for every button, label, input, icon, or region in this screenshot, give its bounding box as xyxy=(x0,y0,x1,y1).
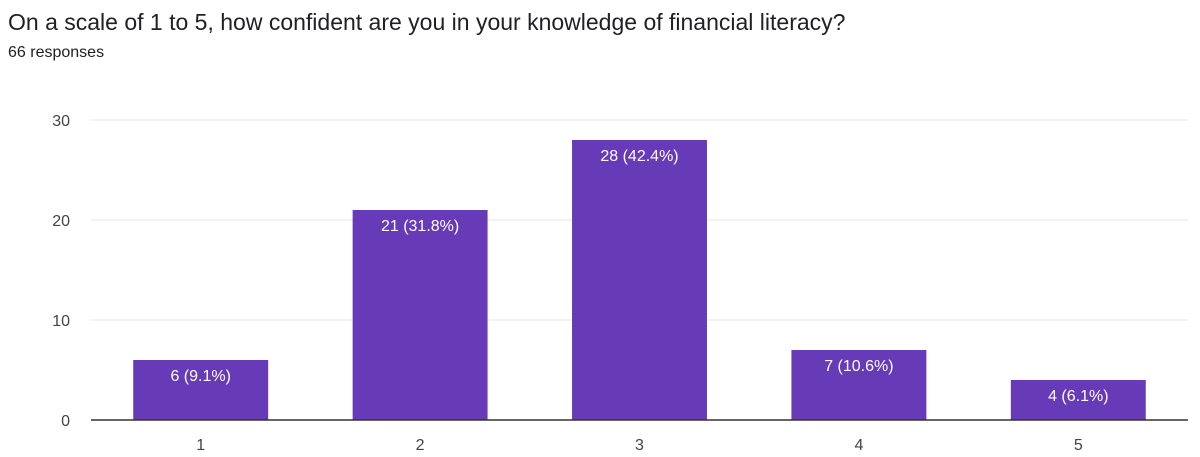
bar-2[interactable] xyxy=(352,210,488,420)
data-label-2: 21 (31.8%) xyxy=(381,218,459,235)
y-tick-label: 0 xyxy=(61,413,70,430)
y-tick-label: 30 xyxy=(52,113,70,130)
data-label-3: 28 (42.4%) xyxy=(600,148,678,165)
response-count: 66 responses xyxy=(8,44,105,61)
chart-title: On a scale of 1 to 5, how confident are … xyxy=(8,9,846,35)
data-label-5: 4 (6.1%) xyxy=(1048,388,1108,405)
x-tick-label: 4 xyxy=(854,437,863,454)
y-tick-label: 10 xyxy=(52,313,70,330)
axes: 0 10 20 30 1 2 3 4 5 xyxy=(52,113,1188,454)
chart-header: On a scale of 1 to 5, how confident are … xyxy=(8,6,1192,64)
x-tick-label: 5 xyxy=(1074,437,1083,454)
bar-4[interactable] xyxy=(791,350,927,420)
bar-5[interactable] xyxy=(1010,380,1146,420)
x-tick-label: 2 xyxy=(416,437,425,454)
data-label-4: 7 (10.6%) xyxy=(824,358,893,375)
x-tick-label: 3 xyxy=(635,437,644,454)
data-label-1: 6 (9.1%) xyxy=(170,368,230,385)
bar-3[interactable] xyxy=(572,140,707,420)
bars: 6 (9.1%) 21 (31.8%) 28 (42.4%) 7 (10.6%) 4 (… xyxy=(133,140,1146,420)
x-tick-label: 1 xyxy=(196,437,205,454)
bar-1[interactable] xyxy=(133,360,269,420)
y-tick-label: 20 xyxy=(52,213,70,230)
